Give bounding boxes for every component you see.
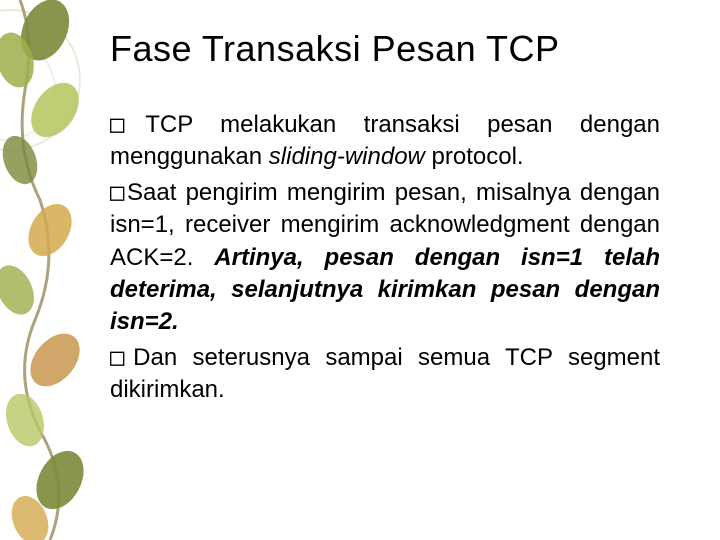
slide-content: Fase Transaksi Pesan TCP □TCP melakukan … — [0, 0, 720, 429]
bullet-item: □TCP melakukan transaksi pesan dengan me… — [110, 108, 660, 174]
bullet-item: □Saat pengirim mengirim pesan, misalnya … — [110, 176, 660, 339]
text-run: protocol. — [425, 143, 524, 170]
bullet-marker-icon: □ — [110, 343, 133, 371]
slide-body: □TCP melakukan transaksi pesan dengan me… — [110, 108, 660, 407]
bullet-marker-icon: □ — [110, 110, 145, 138]
bullet-item: □Dan seterusnya sampai semua TCP segment… — [110, 341, 660, 407]
text-run: sliding-window — [269, 143, 425, 170]
bullet-marker-icon: □ — [110, 178, 127, 206]
text-run: Dan seterusnya sampai semua TCP segment … — [110, 344, 660, 403]
slide-title: Fase Transaksi Pesan TCP — [110, 28, 660, 70]
